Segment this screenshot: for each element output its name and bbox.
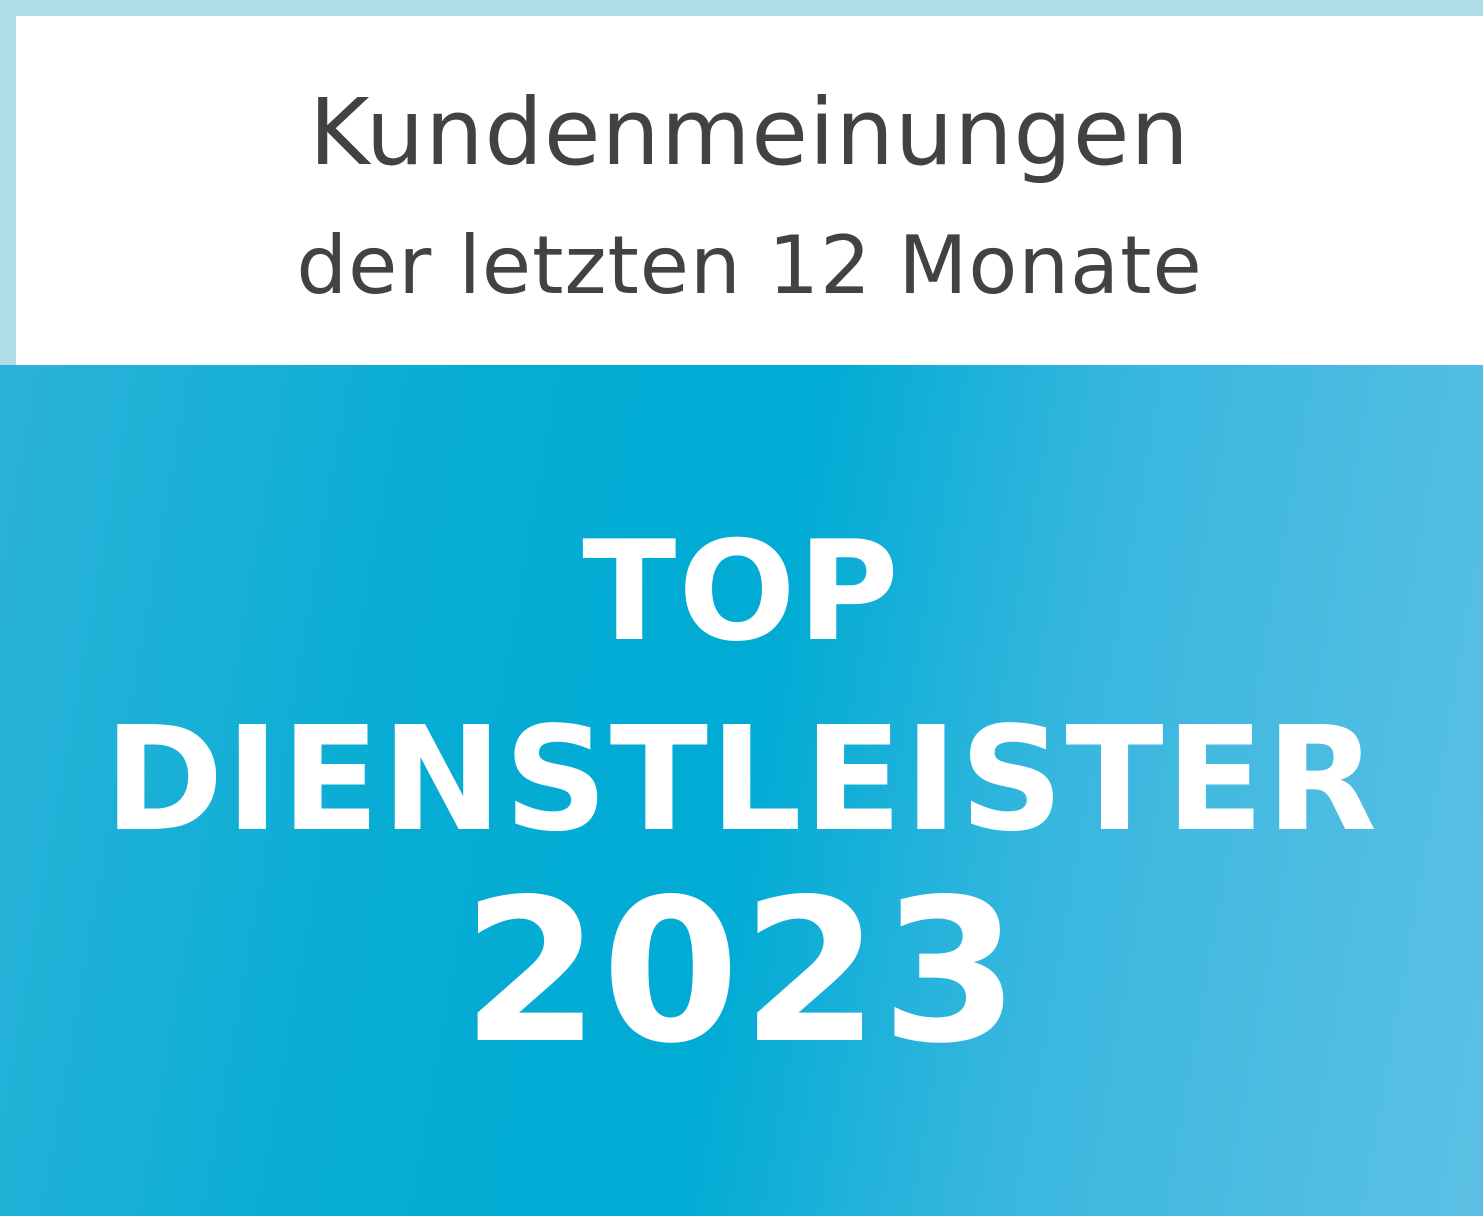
award-panel: TOP DIENSTLEISTER 2023 [0, 365, 1483, 1216]
award-year: 2023 [461, 856, 1022, 1087]
header-title: Kundenmeinungen [309, 79, 1190, 186]
header-subtitle: der letzten 12 Monate [296, 219, 1203, 312]
award-top-label: TOP [582, 511, 901, 672]
award-title: DIENSTLEISTER [104, 695, 1379, 863]
header-panel: Kundenmeinungen der letzten 12 Monate [16, 16, 1483, 365]
